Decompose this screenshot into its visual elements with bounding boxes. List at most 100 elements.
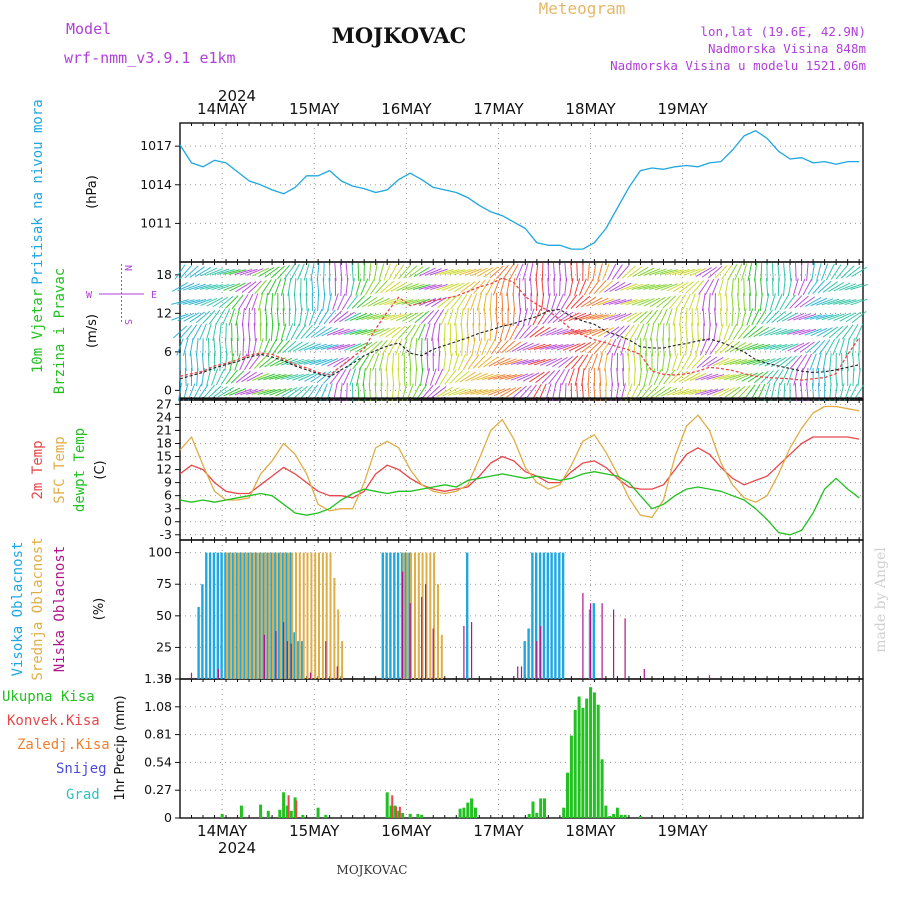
cloud-bar-2 bbox=[190, 672, 193, 679]
wind-arrow bbox=[488, 357, 505, 367]
wind-arrow bbox=[622, 367, 625, 387]
wind-arrow bbox=[461, 337, 463, 357]
cloud-bar-2 bbox=[421, 596, 423, 679]
wind-arrow bbox=[447, 282, 465, 292]
wind-name-label-2: Brzina i Pravac bbox=[52, 268, 68, 394]
wind-arrow bbox=[838, 299, 857, 305]
wind-arrow bbox=[254, 279, 267, 295]
wind-arrow bbox=[789, 295, 803, 309]
wind-arrow bbox=[238, 294, 249, 310]
wind-arrow bbox=[464, 389, 483, 395]
wind-arrow bbox=[466, 307, 469, 327]
wind-arrow bbox=[299, 292, 303, 312]
wind-arrow bbox=[547, 310, 561, 324]
wind-arrow bbox=[640, 384, 653, 400]
wind-arrow bbox=[553, 262, 556, 282]
wind-arrow bbox=[581, 341, 597, 353]
wind-arrow bbox=[578, 278, 587, 296]
wind-arrow bbox=[247, 322, 251, 342]
wind-arrow bbox=[367, 328, 385, 336]
precip-axis-name: 1hr Precip bbox=[113, 735, 128, 801]
wind-arrow bbox=[516, 372, 534, 382]
precip-bar-0 bbox=[282, 792, 286, 818]
cloud-bar-0 bbox=[393, 552, 396, 679]
cloud-bar-2 bbox=[613, 609, 615, 679]
wind-arrow bbox=[639, 310, 653, 324]
wind-arrow bbox=[822, 353, 827, 371]
wind-arrow bbox=[362, 341, 378, 353]
wind-arrow bbox=[706, 374, 725, 380]
cloud-bar-1 bbox=[291, 552, 294, 679]
wind-arrow bbox=[821, 298, 840, 306]
wind-arrow bbox=[449, 370, 463, 384]
wind-arrow bbox=[350, 342, 367, 352]
cloud-bar-1 bbox=[402, 552, 405, 679]
wind-arrow bbox=[182, 283, 201, 291]
wind-arrow bbox=[855, 323, 864, 341]
wind-arrow bbox=[833, 312, 851, 322]
wind-arrow bbox=[528, 343, 546, 351]
model-altitude-text: Nadmorska Visina u modelu 1521.06m bbox=[610, 58, 866, 73]
wind-arrow bbox=[718, 358, 736, 366]
wind-arrow bbox=[531, 383, 542, 401]
wind-arrow bbox=[486, 278, 496, 296]
cloud-bar-1 bbox=[417, 552, 420, 679]
wind-arrow bbox=[574, 278, 581, 296]
wind-arrow bbox=[829, 352, 832, 372]
wind-arrow bbox=[650, 337, 654, 357]
wind-arrow bbox=[825, 338, 836, 356]
wind-arrow bbox=[696, 355, 711, 369]
wind-arrow bbox=[471, 338, 476, 356]
wind-arrow bbox=[385, 326, 401, 338]
wind-arrow bbox=[811, 263, 816, 281]
wind-arrow bbox=[586, 297, 603, 307]
wind-arrow bbox=[280, 278, 287, 296]
wind-arrow bbox=[292, 359, 310, 365]
cloud-bar-2 bbox=[290, 643, 292, 679]
wind-arrow bbox=[501, 292, 504, 312]
wind-arrow bbox=[259, 355, 274, 369]
wind-arrow bbox=[205, 323, 212, 341]
wind-arrow bbox=[524, 325, 538, 339]
wind-arrow bbox=[633, 352, 636, 372]
wind-arrow bbox=[701, 293, 706, 311]
wind-arrow bbox=[434, 368, 444, 386]
wind-arrow bbox=[401, 283, 419, 291]
wind-arrow bbox=[369, 279, 382, 295]
wind-arrow bbox=[614, 312, 632, 322]
cloud-bar-0 bbox=[385, 552, 388, 679]
cloud-bar-1 bbox=[256, 552, 259, 679]
wind-arrow bbox=[663, 369, 676, 385]
cloud-bar-0 bbox=[550, 552, 553, 679]
wind-arrow bbox=[411, 323, 421, 341]
wind-arrow bbox=[177, 312, 195, 322]
wind-arrow bbox=[535, 370, 550, 384]
wind-arrow bbox=[522, 308, 528, 326]
wind-arrow bbox=[769, 293, 777, 311]
precip-bar-0 bbox=[266, 810, 270, 818]
cloud-bar-2 bbox=[590, 603, 592, 679]
wind-arrow bbox=[668, 294, 682, 310]
precip-bar-0 bbox=[385, 792, 389, 818]
wind-arrow bbox=[206, 297, 223, 307]
wind-arrow bbox=[501, 307, 504, 327]
wind-arrow bbox=[685, 322, 688, 342]
cloud-bar-0 bbox=[558, 552, 561, 679]
wind-arrow bbox=[481, 338, 489, 356]
pressure-ytick-label-2: 1017 bbox=[140, 138, 172, 153]
cloud-bar-1 bbox=[325, 552, 328, 679]
wind-arrow bbox=[329, 369, 342, 385]
wind-arrow bbox=[219, 337, 222, 357]
wind-arrow bbox=[419, 267, 436, 277]
wind-arrow bbox=[857, 368, 861, 386]
wind-arrow bbox=[326, 328, 344, 336]
wind-arrow bbox=[408, 338, 413, 356]
wind-arrow bbox=[516, 359, 535, 365]
wind-arrow bbox=[665, 308, 673, 326]
wind-arrow bbox=[528, 263, 534, 281]
wind-arrow bbox=[825, 263, 835, 281]
wind-arrow bbox=[774, 293, 783, 311]
wind-arrow bbox=[643, 323, 650, 341]
wind-arrow bbox=[623, 324, 635, 340]
cloud-bar-1 bbox=[229, 552, 232, 679]
